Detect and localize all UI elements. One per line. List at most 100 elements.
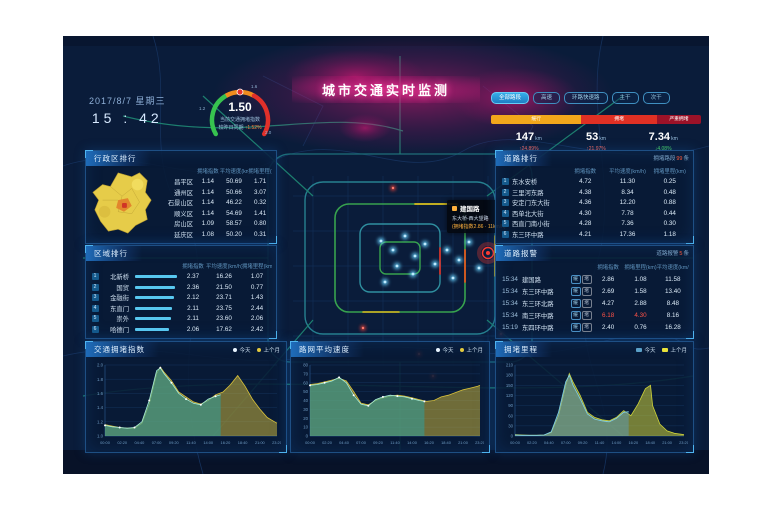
gauge-delta: 较昨日同期 ↑1.52% (218, 125, 262, 131)
svg-text:1.2: 1.2 (97, 419, 104, 424)
panel-title: 道路报警 (496, 246, 552, 261)
legend-item[interactable]: 今天 (636, 346, 655, 354)
avg-speed-chart-panel: 路网平均速度 今天 上个月 80 70 60 50 40 30 20 10 0 00:00 02:2… (290, 341, 490, 453)
svg-text:0: 0 (306, 434, 309, 439)
filter-pill[interactable]: 主干 (611, 92, 639, 104)
rank-badge: 4 (501, 209, 509, 217)
svg-text:1.6: 1.6 (97, 391, 104, 396)
rank-badge: 6 (501, 230, 509, 238)
gauge-tick: 1.2 (199, 106, 206, 111)
rank-badge: 1 (91, 273, 99, 281)
stat-item: 7.34km ↓4.08% (648, 131, 678, 152)
ranking-bar (132, 306, 180, 310)
svg-text:10: 10 (303, 425, 308, 430)
svg-text:07:00: 07:00 (356, 440, 367, 445)
traffic-dashboard: 城市交通实时监测 2017/8/7 星期三 15 : 42 1.2 1.6 2.… (63, 36, 709, 474)
svg-text:21:00: 21:00 (662, 440, 673, 445)
svg-text:02:20: 02:20 (117, 440, 128, 445)
congestion-mileage-chart: 210 180 150 120 90 60 30 000:00 02:20 04:40 07:00 0… (506, 363, 688, 445)
avg-speed-chart: 80 70 60 50 40 30 20 10 000:00 02:20 04:40 07:00 09:… (303, 363, 484, 445)
svg-text:90: 90 (508, 403, 513, 408)
bar-segment: 拥堵 (581, 115, 657, 124)
rank-badge: 5 (501, 220, 509, 228)
alert-row: 15:34 东三环北路 缓 堵 4.27 2.88 8.48 (502, 298, 679, 308)
svg-text:04:40: 04:40 (544, 440, 555, 445)
filter-pill[interactable]: 高速 (533, 92, 561, 104)
road-row: 3 安定门东大街 4.36 12.20 0.88 (500, 198, 689, 209)
svg-text:00:00: 00:00 (100, 440, 111, 445)
alert-row: 15:34 建国路 缓 堵 2.86 1.08 11.58 (502, 274, 681, 284)
gauge-tick: 2.0 (265, 130, 272, 135)
ranking-bar (132, 275, 180, 279)
time-label: 15 : 42 (91, 110, 163, 126)
alert-row: 15:34 东三环中路 缓 堵 2.69 1.58 13.40 (502, 286, 681, 296)
svg-text:18:40: 18:40 (238, 440, 249, 445)
legend-item[interactable]: 今天 (233, 346, 250, 354)
area-row: 4 东直门 2.11 23.75 2.44 (90, 303, 272, 314)
svg-text:04:40: 04:40 (339, 440, 350, 445)
jam-tag: 堵 (581, 310, 592, 320)
stat-item: 147km ↑24.89% (515, 131, 542, 152)
congestion-level-bar: 缓行 拥堵 严重拥堵 (491, 115, 701, 124)
svg-text:21:00: 21:00 (458, 440, 469, 445)
beijing-district-map[interactable] (89, 167, 157, 239)
svg-text:18:40: 18:40 (645, 440, 656, 445)
alert-count: 道路报警5条 (656, 251, 689, 257)
filter-pill[interactable]: 次干 (642, 92, 670, 104)
table-header: 拥堵指数 平均速度(km/h) 拥堵里程(km) (574, 169, 686, 176)
svg-text:11:40: 11:40 (595, 440, 605, 445)
legend-square-icon (636, 348, 643, 352)
jam-tag: 堵 (581, 322, 592, 332)
chart-legend: 今天 上个月 (636, 346, 687, 354)
ranking-bar (132, 317, 180, 321)
svg-text:11:40: 11:40 (186, 440, 196, 445)
district-row: 通州区 1.14 50.66 3.07 (174, 188, 267, 197)
legend-dot-icon (436, 348, 441, 352)
congestion-stats: 147km ↑24.89% 53km ↑21.97% 7.34km ↓4.08% (491, 127, 701, 152)
legend-item[interactable]: 上个月 (662, 346, 687, 354)
panel-title: 交通拥堵指数 (86, 342, 159, 357)
filter-pill[interactable]: 全部路段 (491, 92, 530, 104)
svg-text:60: 60 (303, 380, 308, 385)
area-row: 5 崇外 2.11 23.60 2.06 (90, 314, 272, 325)
legend-item[interactable]: 上个月 (460, 346, 483, 354)
area-row: 2 国贸 2.36 21.50 0.77 (90, 282, 272, 293)
legend-dot-icon (460, 348, 465, 352)
tooltip-range: 东大桥-西大望路 (452, 216, 489, 222)
panel-title: 拥堵里程 (496, 342, 552, 357)
svg-text:1.0: 1.0 (97, 434, 104, 439)
congestion-gauge: 1.2 1.6 2.0 1.50 当前交通拥堵指数 较昨日同期 ↑1.52% (175, 76, 305, 148)
svg-text:14:00: 14:00 (612, 440, 623, 445)
rank-badge: 4 (91, 304, 99, 312)
district-row: 房山区 1.09 58.57 0.80 (174, 220, 267, 229)
svg-text:23:20: 23:20 (272, 440, 281, 445)
gauge-value: 1.50 (228, 100, 252, 114)
svg-text:21:00: 21:00 (255, 440, 266, 445)
datetime: 2017/8/7 星期三 15 : 42 (89, 94, 166, 126)
svg-text:16:20: 16:20 (424, 440, 435, 445)
gauge-label: 当前交通拥堵指数 (219, 117, 260, 123)
stat-item: 53km ↑21.97% (586, 131, 606, 152)
svg-text:1.8: 1.8 (97, 377, 104, 382)
svg-text:60: 60 (508, 413, 513, 418)
road-row: 5 西直门南小街 4.28 7.36 0.30 (500, 219, 689, 230)
district-row: 顺义区 1.14 54.69 1.41 (174, 209, 267, 218)
svg-text:23:20: 23:20 (475, 440, 484, 445)
svg-text:180: 180 (506, 373, 514, 378)
area-row: 6 哈德门 2.06 17.62 2.42 (90, 324, 272, 335)
svg-text:09:20: 09:20 (578, 440, 589, 445)
legend-item[interactable]: 今天 (436, 346, 453, 354)
svg-text:30: 30 (508, 423, 513, 428)
slow-tag: 缓 (570, 322, 581, 332)
legend-item[interactable]: 上个月 (257, 346, 280, 354)
panel-title: 行政区排行 (86, 151, 151, 166)
road-row: 4 西单北大街 4.30 7.78 0.44 (500, 208, 689, 219)
slow-tag: 缓 (570, 298, 581, 308)
traffic-signal-dots (377, 232, 483, 286)
district-row: 石景山区 1.14 46.22 0.32 (167, 199, 267, 208)
svg-text:0: 0 (511, 434, 514, 439)
road-row: 1 东水安桥 4.72 11.30 0.25 (500, 177, 689, 188)
filter-pill[interactable]: 环路快速路 (564, 92, 608, 104)
panel-title: 路网平均速度 (291, 342, 364, 357)
area-row: 1 北新桥 2.37 16.26 1.07 (90, 272, 272, 283)
